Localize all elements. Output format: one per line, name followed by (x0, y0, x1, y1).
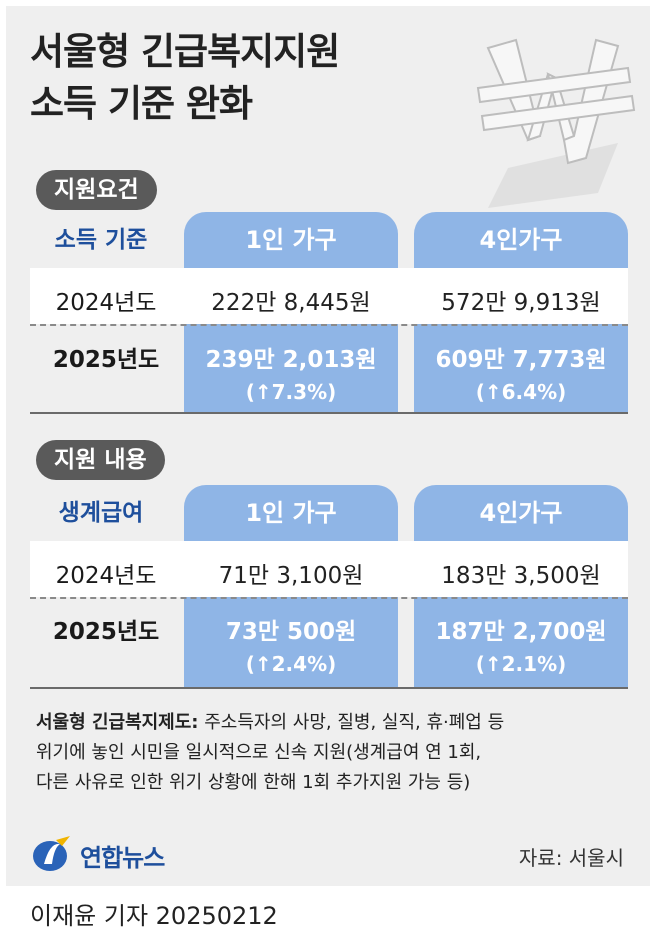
year-2024: 2024년도 (55, 290, 157, 316)
percent-change: (↑7.3%) (245, 380, 337, 404)
note-text-2: 위기에 놓인 시민을 일시적으로 신속 지원(생계급여 연 1회, (36, 742, 482, 763)
column-header-1person: 1인 가구 (245, 499, 337, 527)
cell-2025-4person: 187만 2,700원 (↑2.1%) (414, 612, 628, 676)
cell-2024-1person: 222만 8,445원 (211, 290, 371, 316)
year-2024: 2024년도 (55, 563, 157, 589)
column-header-4person: 4인가구 (479, 499, 563, 527)
title-line-2: 소득 기준 완화 (30, 82, 253, 125)
page-title: 서울형 긴급복지지원 소득 기준 완화 (30, 26, 340, 130)
cell-2024-1person: 71만 3,100원 (218, 563, 364, 589)
year-2025: 2025년도 (52, 347, 160, 373)
year-2025: 2025년도 (52, 619, 160, 645)
section-pill-support: 지원 내용 (36, 440, 165, 480)
cell-2025-1person: 239만 2,013원 (↑7.3%) (184, 340, 398, 404)
title-line-1: 서울형 긴급복지지원 (30, 30, 340, 73)
note-text-1: 주소득자의 사망, 질병, 실직, 휴·폐업 등 (198, 712, 505, 733)
row-header-income: 소득 기준 (54, 227, 148, 253)
row-2024-background (30, 541, 628, 597)
cell-2024-4person: 572만 9,913원 (441, 290, 601, 316)
value: 239만 2,013원 (205, 347, 377, 373)
column-header-4person: 4인가구 (479, 226, 563, 254)
byline: 이재윤 기자 20250212 (30, 902, 278, 930)
row-2024-background (30, 268, 628, 324)
value: 73만 500원 (225, 619, 357, 645)
column-header-1person: 1인 가구 (245, 226, 337, 254)
row-divider (30, 597, 628, 599)
value: 609만 7,773원 (435, 347, 607, 373)
note-text-3: 다른 사유로 인한 위기 상황에 한해 1회 추가지원 가능 등) (36, 772, 471, 793)
cell-2024-4person: 183만 3,500원 (441, 563, 601, 589)
percent-change: (↑2.1%) (475, 652, 567, 676)
logo-text: 연합뉴스 (80, 844, 165, 872)
percent-change: (↑6.4%) (475, 380, 567, 404)
row-divider (30, 324, 628, 326)
source-credit: 자료: 서울시 (518, 846, 624, 870)
value: 187만 2,700원 (435, 619, 607, 645)
won-sign-icon (476, 38, 636, 208)
section-bottom-rule (30, 687, 628, 689)
percent-change: (↑2.4%) (245, 652, 337, 676)
cell-2025-1person: 73만 500원 (↑2.4%) (184, 612, 398, 676)
section-pill-requirements: 지원요건 (36, 170, 157, 210)
yonhap-logo-icon (33, 836, 70, 871)
program-note: 서울형 긴급복지제도: 주소득자의 사망, 질병, 실직, 휴·폐업 등 위기에… (36, 708, 636, 798)
cell-2025-4person: 609만 7,773원 (↑6.4%) (414, 340, 628, 404)
section-bottom-rule (30, 412, 628, 414)
row-header-livelihood: 생계급여 (58, 500, 144, 526)
note-label: 서울형 긴급복지제도: (36, 712, 199, 733)
